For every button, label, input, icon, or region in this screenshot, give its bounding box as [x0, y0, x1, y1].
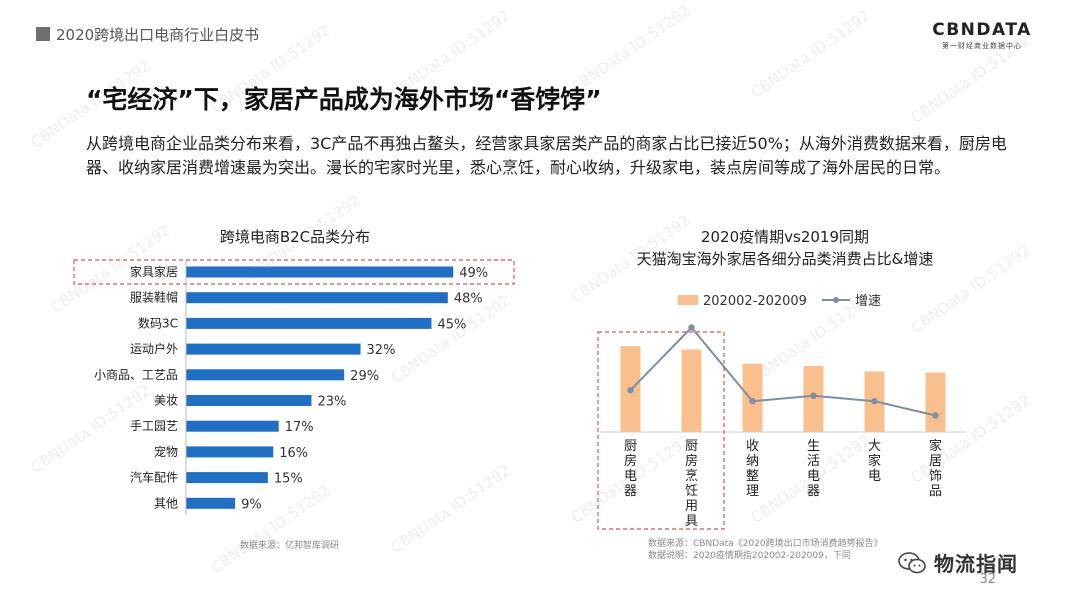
- chart2-growth-point: [810, 392, 817, 399]
- chart1-title: 跨境电商B2C品类分布: [219, 228, 371, 246]
- header-square-icon: [36, 27, 50, 41]
- chart1-bar: [186, 497, 236, 509]
- slide-intro: 从跨境电商企业品类分布来看，3C产品不再独占鳌头，经营家具家居类产品的商家占比已…: [86, 134, 1007, 177]
- chart2-bar: [803, 366, 824, 432]
- legend-line-marker: [833, 297, 839, 303]
- chart1-category-label: 小商品、工艺品: [94, 367, 178, 382]
- chart2-growth-point: [932, 412, 939, 419]
- chart1-value-label: 9%: [241, 497, 262, 512]
- chart2-category-label: 厨房电器: [624, 439, 637, 499]
- chart2-category-label: 大家电: [868, 439, 881, 484]
- chart1-category-label: 家具家居: [130, 264, 178, 279]
- chart1-category-label: 服装鞋帽: [130, 290, 178, 305]
- chart2-category-label: 家居饰品: [929, 438, 942, 499]
- wechat-icon: [898, 551, 926, 573]
- chart2-title: 2020疫情期vs2019同期 天猫淘宝海外家居各细分品类消费占比&增速: [560, 226, 1010, 270]
- chart1-source: 数据来源：亿邦智库调研: [240, 541, 340, 551]
- chart1-bar: [186, 369, 345, 381]
- chart1-value-label: 16%: [279, 446, 308, 461]
- chart1-value-label: 45%: [437, 317, 466, 332]
- chart1-bar: [186, 395, 312, 406]
- chart1-bar: [186, 343, 361, 355]
- chart1-bar: [186, 472, 268, 484]
- chart1-bar: [186, 292, 448, 304]
- legend-line-label: 增速: [855, 294, 881, 309]
- chart1-bar: [186, 446, 274, 458]
- chart1-value-label: 17%: [285, 420, 314, 435]
- logo-brand: CBNDATA: [932, 20, 1032, 40]
- chart1-category-label: 运动户外: [130, 341, 178, 356]
- chart2-growth-point: [688, 324, 695, 331]
- wechat-account: 物流指闻: [898, 548, 1018, 577]
- logo-subtitle: 第一财经商业数据中心: [942, 42, 1022, 50]
- chart2-source-line2: 数据说明：2020疫情期指202002-202009，下同: [648, 551, 851, 561]
- chart1-highlight-box: [73, 259, 515, 285]
- chart1-category-label: 其他: [154, 496, 178, 510]
- chart1-bar: [186, 317, 432, 329]
- chart2-source: 数据来源：CBNData《2020跨境出口市场消费趋势报告》 数据说明：2020…: [648, 538, 883, 562]
- chart2-growth-point: [627, 387, 634, 394]
- chart2-bar: [681, 349, 702, 432]
- chart1-category-label: 手工园艺: [130, 419, 178, 433]
- legend-bar-swatch: [678, 295, 698, 305]
- chart2-category-label: 收纳整理: [746, 439, 759, 499]
- wechat-account-name: 物流指闻: [934, 552, 1018, 576]
- cbndata-logo: CBNDATA 第一财经商业数据中心: [922, 20, 1042, 51]
- report-title: 2020跨境出口电商行业白皮书: [56, 25, 260, 44]
- chart1-category-label: 数码3C: [138, 315, 178, 330]
- chart2-source-line1: 数据来源：CBNData《2020跨境出口市场消费趋势报告》: [648, 539, 883, 549]
- chart2-category-label: 生活电器: [807, 439, 820, 499]
- report-header: 2020跨境出口电商行业白皮书: [36, 22, 259, 46]
- slide-title: “宅经济”下，家居产品成为海外市场“香饽饽”: [86, 85, 602, 114]
- chart2-title-line2: 天猫淘宝海外家居各细分品类消费占比&增速: [636, 250, 934, 268]
- chart2-category-label: 厨房烹饪用具: [685, 439, 698, 529]
- legend-bar-label: 202002-202009: [703, 294, 807, 309]
- chart1-category-label: 宠物: [154, 444, 178, 459]
- chart1-value-label: 29%: [350, 369, 379, 384]
- chart2-bar: [925, 372, 946, 432]
- chart1-bar: [186, 266, 454, 278]
- chart1-category-label: 汽车配件: [130, 470, 178, 485]
- chart2-bar: [742, 363, 763, 432]
- chart2-highlight-box: [597, 331, 725, 530]
- chart1-value-label: 48%: [454, 292, 483, 307]
- chart2-title-line1: 2020疫情期vs2019同期: [700, 228, 870, 246]
- chart2-growth-line: [629, 326, 936, 417]
- chart1-category-label: 美妆: [154, 394, 178, 408]
- chart2-growth-point: [871, 398, 878, 405]
- chart1-value-label: 32%: [367, 343, 396, 358]
- chart2-growth-point: [749, 398, 756, 405]
- chart1-bar: [186, 420, 279, 432]
- chart1-value-label: 15%: [274, 472, 303, 487]
- chart1-value-label: 49%: [459, 266, 488, 281]
- page-number: 32: [979, 572, 996, 587]
- chart1-value-label: 23%: [317, 395, 346, 410]
